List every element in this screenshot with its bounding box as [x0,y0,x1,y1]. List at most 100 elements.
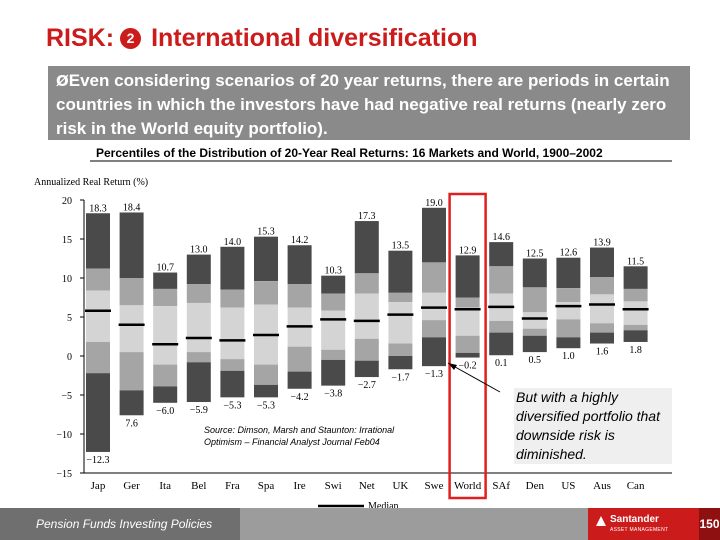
source-line-2: Optimism – Financial Analyst Journal Feb… [204,437,380,447]
min-label: −5.9 [190,405,208,416]
percentile-band [119,278,144,306]
percentile-band [455,335,480,353]
percentile-band [153,272,178,289]
percentile-band [86,268,110,291]
percentile-band [522,258,547,288]
percentile-band [119,305,144,353]
percentile-band [119,352,144,391]
min-label: −6.0 [156,406,174,417]
category-label: Spa [258,480,275,492]
percentile-band [388,250,413,293]
percentile-band [388,292,413,303]
max-label: 15.3 [257,227,275,238]
intro-box: ØEven considering scenarios of 20 year r… [48,66,690,140]
category-label: Fra [225,480,240,492]
percentile-band [388,302,413,344]
max-label: 10.7 [156,263,174,274]
percentile-band [287,284,312,308]
min-label: −0.2 [459,361,477,372]
source-note: Source: Dimson, Marsh and Staunton: Irra… [204,425,397,447]
brand-logo: Santander ASSET MANAGEMENT 150 [588,508,720,540]
percentile-band [186,254,211,285]
percentile-band [522,312,547,329]
percentile-band [623,324,648,331]
callout-line [447,362,501,393]
y-axis-label: Annualized Real Return (%) [34,177,148,188]
percentile-band [254,281,278,305]
percentile-band [556,288,581,303]
callout-arrowhead [448,363,457,370]
category-label: Swi [325,480,342,492]
percentile-band [489,242,514,267]
min-label: −2.7 [358,380,376,391]
percentile-band [422,262,446,293]
category-label: Net [359,480,375,492]
percentile-band [321,310,346,350]
percentile-band [254,384,278,398]
max-label: 12.6 [560,248,578,259]
min-label: 7.6 [125,418,138,429]
percentile-band [86,373,110,452]
percentile-band [354,293,379,339]
grid: 20 15 10 5 0 −5 −10 −15 [56,196,672,480]
percentile-band [422,320,446,338]
max-label: 13.9 [593,238,611,249]
brand-subtitle: ASSET MANAGEMENT [610,527,669,533]
percentile-band [86,290,110,342]
percentile-band [220,359,245,371]
percentile-band [556,319,581,338]
percentile-band [354,273,379,294]
percentile-band [254,364,278,385]
percentile-band [153,364,178,387]
percentile-band [321,349,346,360]
percentile-band [153,288,178,307]
percentile-band [489,266,514,294]
percentile-band [86,341,110,374]
percentile-band [455,297,480,308]
percentile-band [522,287,547,313]
y-tick-label: 0 [67,352,72,363]
percentile-band [623,330,648,342]
percentile-band [186,302,211,353]
max-label: 11.5 [627,256,644,267]
world-highlight [448,192,487,500]
percentile-band [354,221,379,274]
chart-title: Percentiles of the Distribution of 20-Ye… [96,146,603,160]
min-label: 0.5 [529,355,542,366]
category-label: Ita [159,480,171,492]
callout-note: But with a highly diversified portfolio … [514,388,672,464]
min-label: −5.3 [257,400,275,411]
percentile-band [220,246,245,290]
page-number: 150 [699,508,720,540]
footer-text: Pension Funds Investing Policies [36,517,213,531]
percentile-band [186,362,211,403]
max-label: 14.0 [224,237,242,248]
percentile-band [556,337,581,349]
percentile-band [455,307,480,336]
percentile-band [590,332,614,344]
percentile-band [287,371,312,389]
category-label: SAf [492,480,510,492]
number-bullet: 2 [120,28,142,49]
percentile-band [422,337,446,367]
percentile-band [590,277,614,295]
percentile-band [556,257,581,289]
max-label: 14.2 [291,235,309,246]
y-tick-label: −5 [61,391,72,402]
percentile-band [86,213,110,269]
percentile-band [153,306,178,365]
category-label: Aus [593,480,611,492]
percentile-band [422,207,446,263]
source-line-1: Source: Dimson, Marsh and Staunton: Irra… [204,425,395,435]
footer-bar [0,508,240,540]
min-label: 0.1 [495,358,508,369]
category-label: World [454,480,482,492]
percentile-band [321,359,346,386]
min-label: 1.8 [629,345,642,356]
max-label: 12.9 [459,245,477,256]
max-label: 10.3 [324,266,342,277]
percentile-band [522,328,547,336]
percentile-band [455,352,480,358]
max-label: 14.6 [492,232,510,243]
percentile-band [186,352,211,363]
